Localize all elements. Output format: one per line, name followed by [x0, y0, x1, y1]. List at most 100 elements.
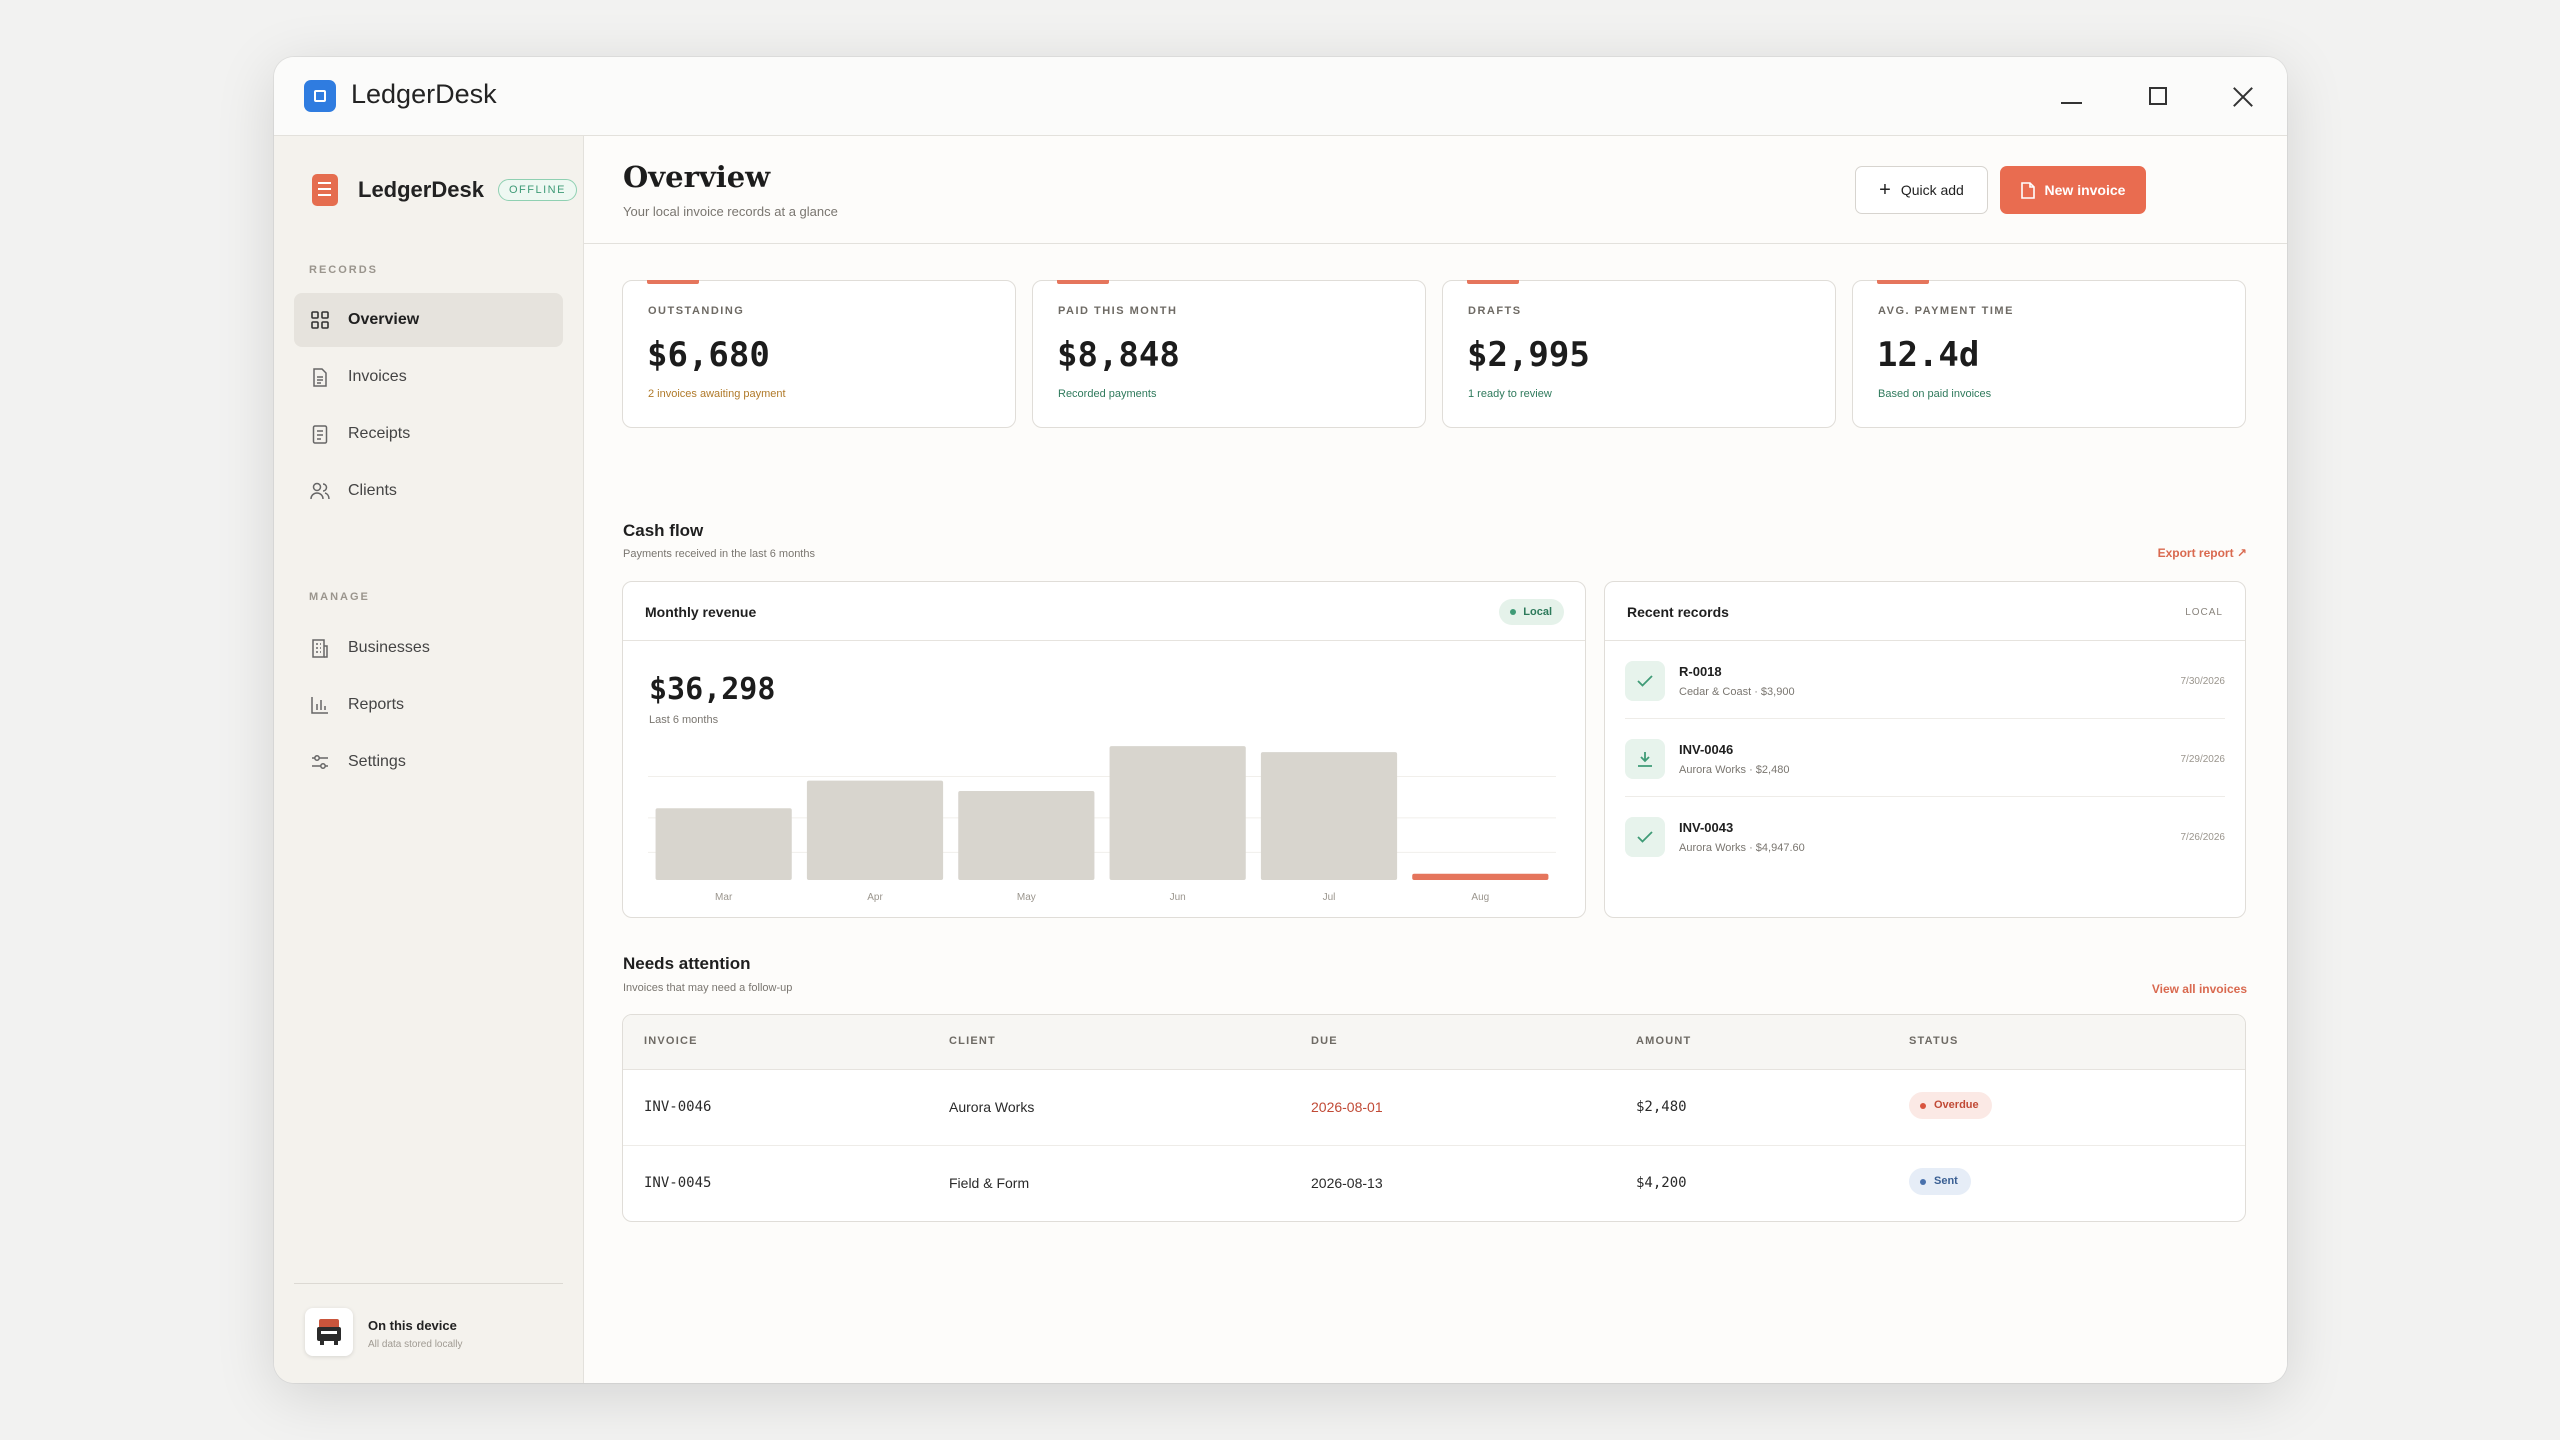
column-header[interactable]: INVOICE	[644, 1035, 698, 1047]
panel-title: Recent records	[1627, 604, 1729, 620]
chart-bar-aug[interactable]	[1412, 873, 1549, 880]
chart-bar-may[interactable]	[958, 790, 1095, 880]
chart-bar-apr[interactable]	[806, 780, 944, 880]
chart-tick-label: May	[1017, 892, 1036, 903]
view-all-invoices-link[interactable]: View all invoices	[2151, 982, 2247, 996]
panel-title: Monthly revenue	[645, 604, 757, 620]
minimize-button[interactable]	[2052, 77, 2092, 117]
local-chip: Local	[1499, 599, 1564, 625]
kpi-value: 12.4d	[1877, 335, 1980, 375]
panel-header: Monthly revenue Local	[623, 582, 1585, 641]
kpi-note: 1 ready to review	[1468, 388, 1552, 400]
sidebar-item-overview[interactable]: Overview	[294, 293, 563, 347]
maximize-button[interactable]	[2138, 77, 2178, 117]
export-report-link[interactable]: Export report ↗	[2157, 546, 2247, 560]
column-header[interactable]: AMOUNT	[1636, 1035, 1692, 1047]
building-icon	[310, 638, 330, 658]
app-icon	[304, 80, 336, 112]
attention-title: Needs attention	[623, 954, 751, 973]
bar-chart-icon	[310, 695, 330, 715]
cashflow-subtitle: Payments received in the last 6 months	[623, 548, 815, 560]
sidebar: LedgerDesk OFFLINE RECORDS Overview Invo…	[274, 136, 584, 1383]
sidebar-item-invoices[interactable]: Invoices	[294, 350, 563, 404]
status-badge: Sent	[1909, 1168, 1971, 1195]
brand-name: LedgerDesk	[358, 177, 484, 202]
close-button[interactable]	[2224, 77, 2264, 117]
kpi-note: 2 invoices awaiting payment	[648, 388, 786, 400]
records-section-label: RECORDS	[309, 264, 379, 276]
title-bar: LedgerDesk	[274, 57, 2287, 136]
main-content: Overview Your local invoice records at a…	[584, 136, 2287, 1383]
record-item[interactable]: INV-0043 Aurora Works · $4,947.60 7/26/2…	[1625, 797, 2225, 875]
status-badge: Overdue	[1909, 1092, 1992, 1119]
table-row[interactable]: INV-0046 Aurora Works 2026-08-01 $2,480 …	[623, 1070, 2245, 1146]
kpi-label: OUTSTANDING	[648, 305, 745, 317]
chart-bar-jul[interactable]	[1260, 752, 1398, 880]
device-title: On this device	[368, 1318, 457, 1333]
kpi-label: AVG. PAYMENT TIME	[1878, 305, 2014, 317]
sidebar-item-label: Overview	[348, 311, 420, 328]
table-row[interactable]: INV-0045 Field & Form 2026-08-13 $4,200 …	[623, 1146, 2245, 1221]
sidebar-item-settings[interactable]: Settings	[294, 735, 563, 789]
chart-tick-label: Aug	[1471, 892, 1489, 903]
column-header[interactable]: CLIENT	[949, 1035, 996, 1047]
column-header[interactable]: DUE	[1311, 1035, 1338, 1047]
page-subtitle: Your local invoice records at a glance	[623, 204, 838, 219]
plus-icon: +	[1879, 179, 1891, 201]
recent-records-panel: Recent records LOCAL R-0018 Cedar & Coas…	[1604, 581, 2246, 918]
revenue-bar-chart: Mar Apr May Jun Jul Aug	[648, 746, 1556, 903]
record-item[interactable]: R-0018 Cedar & Coast · $3,900 7/30/2026	[1625, 641, 2225, 719]
client-name: Aurora Works	[949, 1099, 1035, 1115]
kpi-note: Recorded payments	[1058, 388, 1157, 400]
local-tag: LOCAL	[2185, 607, 2223, 618]
record-id: INV-0043	[1679, 820, 1734, 835]
sidebar-item-label: Businesses	[348, 639, 430, 656]
chart-bar-mar[interactable]	[655, 808, 792, 880]
amount: $2,480	[1636, 1099, 1687, 1115]
download-icon	[1625, 739, 1665, 779]
record-id: R-0018	[1679, 664, 1722, 679]
monthly-revenue-panel: Monthly revenue Local $36,298 Last 6 mon…	[622, 581, 1586, 918]
offline-badge: OFFLINE	[497, 179, 577, 201]
sidebar-item-businesses[interactable]: Businesses	[294, 621, 563, 675]
device-subtitle: All data stored locally	[368, 1339, 463, 1350]
sliders-icon	[310, 752, 330, 772]
chart-bar-jun[interactable]	[1109, 746, 1246, 880]
record-sub: Aurora Works · $2,480	[1679, 764, 1790, 776]
sidebar-item-receipts[interactable]: Receipts	[294, 407, 563, 461]
sidebar-item-reports[interactable]: Reports	[294, 678, 563, 732]
quick-add-label: Quick add	[1900, 182, 1964, 198]
brand: LedgerDesk OFFLINE	[312, 174, 577, 206]
page-header: Overview Your local invoice records at a…	[584, 136, 2287, 244]
due-date: 2026-08-01	[1311, 1099, 1383, 1115]
receipt-icon	[310, 424, 330, 444]
chart-tick-label: Apr	[867, 892, 883, 903]
panel-header: Recent records LOCAL	[1605, 582, 2245, 641]
kpi-label: DRAFTS	[1468, 305, 1522, 317]
quick-add-button[interactable]: + Quick add	[1855, 166, 1988, 214]
kpi-card-outstanding: OUTSTANDING $6,680 2 invoices awaiting p…	[622, 280, 1016, 428]
window-title: LedgerDesk	[351, 79, 497, 109]
kpi-card-paid: PAID THIS MONTH $8,848 Recorded payments	[1032, 280, 1426, 428]
column-header[interactable]: STATUS	[1909, 1035, 1959, 1047]
kpi-value: $2,995	[1467, 335, 1590, 375]
attention-table: INVOICE CLIENT DUE AMOUNT STATUS INV-004…	[622, 1014, 2246, 1222]
app-window: LedgerDesk LedgerDesk OFFLINE RECORDS Ov…	[274, 57, 2287, 1383]
check-icon	[1625, 661, 1665, 701]
record-item[interactable]: INV-0046 Aurora Works · $2,480 7/29/2026	[1625, 719, 2225, 797]
sidebar-item-clients[interactable]: Clients	[294, 464, 563, 518]
revenue-total: $36,298	[649, 672, 776, 707]
new-invoice-label: New invoice	[2044, 182, 2126, 198]
kpi-card-avg-payment: AVG. PAYMENT TIME 12.4d Based on paid in…	[1852, 280, 2246, 428]
sidebar-item-label: Settings	[348, 753, 406, 770]
record-id: INV-0046	[1679, 742, 1734, 757]
new-invoice-button[interactable]: New invoice	[2000, 166, 2146, 214]
kpi-value: $8,848	[1057, 335, 1180, 375]
local-storage-icon	[305, 1308, 353, 1356]
kpi-label: PAID THIS MONTH	[1058, 305, 1178, 317]
sidebar-item-label: Receipts	[348, 425, 411, 442]
invoice-id: INV-0046	[644, 1099, 712, 1115]
manage-section-label: MANAGE	[309, 591, 370, 603]
document-icon	[310, 367, 330, 387]
record-date: 7/30/2026	[2180, 676, 2226, 687]
